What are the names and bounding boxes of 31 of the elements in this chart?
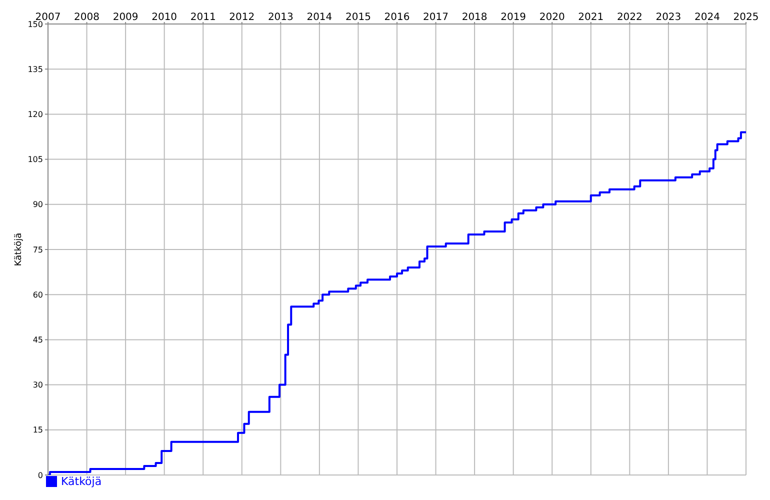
x-tick-label: 2013: [268, 12, 294, 23]
x-tick-label: 2010: [152, 12, 178, 23]
x-tick-label: 2023: [656, 12, 682, 23]
x-tick-label: 2015: [345, 12, 371, 23]
y-tick-label: 60: [32, 290, 43, 300]
y-tick-label: 15: [32, 426, 43, 435]
x-tick-label: 2008: [74, 12, 100, 23]
x-tick-label: 2022: [616, 12, 642, 23]
y-tick-label: 120: [28, 110, 43, 120]
y-tick-label: 135: [28, 64, 43, 74]
x-tick-label: 2012: [229, 12, 255, 23]
x-tick-label: 2009: [112, 12, 138, 23]
y-tick-label: 75: [32, 245, 43, 254]
y-axis-title: Kätköjä: [14, 232, 24, 266]
x-tick-label: 2011: [190, 12, 216, 23]
y-tick-label: 90: [32, 200, 43, 210]
x-tick-label: 2019: [500, 12, 526, 23]
x-tick-label: 2025: [733, 12, 759, 23]
x-tick-label: 2017: [423, 12, 449, 23]
y-tick-label: 45: [32, 336, 43, 345]
x-tick-label: 2016: [384, 12, 410, 23]
y-tick-label: 0: [38, 470, 43, 480]
x-tick-label: 2014: [306, 12, 332, 23]
x-tick-label: 2018: [462, 12, 488, 23]
x-tick-label: 2020: [539, 12, 565, 23]
x-tick-label: 2024: [694, 12, 720, 23]
y-tick-label: 150: [28, 20, 43, 29]
legend-label: Kätköjä: [61, 475, 102, 488]
y-tick-label: 105: [28, 155, 43, 164]
x-tick-label: 2021: [578, 12, 604, 23]
y-tick-label: 30: [32, 380, 43, 390]
